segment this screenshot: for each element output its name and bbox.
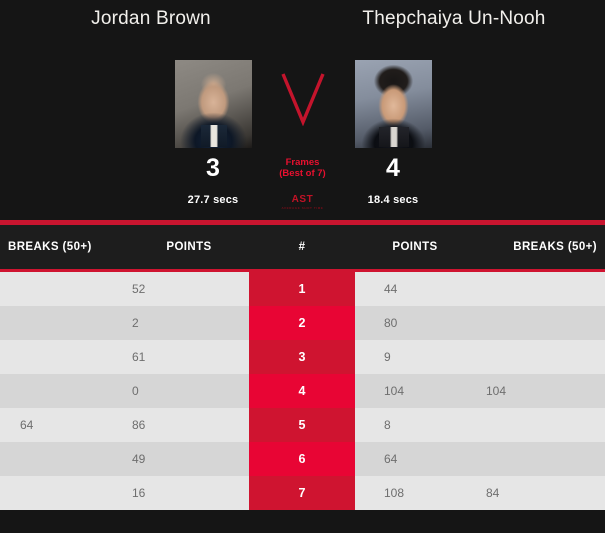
- cell-breaks-right: 104: [486, 384, 507, 398]
- cell-breaks-left: [20, 374, 130, 408]
- cell-frame-number: 6: [249, 442, 355, 476]
- cell-breaks-right: [486, 442, 591, 476]
- cell-points-right: 80: [384, 316, 398, 330]
- ast-label-text: AST: [291, 194, 314, 205]
- cell-points-right: 8: [384, 418, 391, 432]
- table-body: 52 1 44 2 2 80 61 3 9 0 4 104 104 64 86 5 8 49 6 64 16 7 108 84: [0, 272, 605, 510]
- cell-points-right: 44: [384, 282, 398, 296]
- table-header-row: BREAKS (50+) POINTS # POINTS BREAKS (50+…: [0, 225, 605, 272]
- cell-points-left: 49: [132, 452, 146, 466]
- cell-points-left: 16: [132, 486, 146, 500]
- cell-breaks-left: 64: [20, 418, 34, 432]
- column-header-frame-number: #: [298, 241, 306, 253]
- avg-shot-time-left: 27.7 secs: [187, 194, 239, 206]
- ast-sublabel-text: AVERAGE SHOT TIME: [281, 206, 324, 210]
- cell-points-left: 0: [132, 384, 139, 398]
- cell-points-left: 52: [132, 282, 146, 296]
- cell-points-right: 108: [384, 486, 405, 500]
- table-row: 61 3 9: [0, 340, 605, 374]
- cell-breaks-right: 84: [486, 486, 500, 500]
- cell-frame-number: 4: [249, 374, 355, 408]
- cell-breaks-left: [20, 442, 130, 476]
- player-name-left: Jordan Brown: [91, 8, 211, 29]
- cell-breaks-right: [486, 272, 591, 306]
- cell-breaks-left: [20, 340, 130, 374]
- cell-frame-number: 2: [249, 306, 355, 340]
- table-row: 52 1 44: [0, 272, 605, 306]
- cell-frame-number: 1: [249, 272, 355, 306]
- player-portrait-image-right: [355, 60, 432, 148]
- cell-breaks-left: [20, 306, 130, 340]
- ast-label: AST AVERAGE SHOT TIME: [253, 194, 352, 210]
- player-portrait-image-left: [175, 60, 252, 148]
- player-names: Jordan Brown Thepchaiya Un-Nooh: [0, 8, 605, 38]
- cell-breaks-left: [20, 476, 130, 510]
- player-photo-left[interactable]: [175, 60, 252, 148]
- column-header-breaks-left: BREAKS (50+): [8, 241, 92, 253]
- versus-icon: [253, 70, 352, 128]
- cell-points-right: 9: [384, 350, 391, 364]
- cell-points-left: 2: [132, 316, 139, 330]
- cell-points-right: 64: [384, 452, 398, 466]
- table-row: 16 7 108 84: [0, 476, 605, 510]
- column-header-points-left: POINTS: [166, 241, 212, 253]
- cell-points-right: 104: [384, 384, 405, 398]
- cell-breaks-left: [20, 272, 130, 306]
- player-name-right: Thepchaiya Un-Nooh: [362, 8, 546, 29]
- column-header-breaks-right: BREAKS (50+): [513, 241, 597, 253]
- frames-label-line1: Frames: [285, 157, 320, 168]
- table-row: 2 2 80: [0, 306, 605, 340]
- cell-breaks-right: [486, 306, 591, 340]
- avg-shot-time-right: 18.4 secs: [367, 194, 419, 206]
- cell-frame-number: 7: [249, 476, 355, 510]
- frames-label-line2: (Best of 7): [279, 168, 326, 179]
- frames-table: BREAKS (50+) POINTS # POINTS BREAKS (50+…: [0, 225, 605, 510]
- player-score-right: 4: [386, 154, 400, 182]
- table-row: 0 4 104 104: [0, 374, 605, 408]
- cell-points-left: 86: [132, 418, 146, 432]
- table-row: 49 6 64: [0, 442, 605, 476]
- column-header-points-right: POINTS: [392, 241, 438, 253]
- cell-frame-number: 3: [249, 340, 355, 374]
- cell-points-left: 61: [132, 350, 146, 364]
- match-header: Jordan Brown Thepchaiya Un-Nooh 3 4 Fram…: [0, 0, 605, 225]
- table-row: 64 86 5 8: [0, 408, 605, 442]
- frames-label: Frames (Best of 7): [253, 157, 352, 179]
- cell-frame-number: 5: [249, 408, 355, 442]
- player-score-left: 3: [206, 154, 220, 182]
- cell-breaks-right: [486, 408, 591, 442]
- header-divider: [0, 220, 605, 225]
- player-photo-right[interactable]: [355, 60, 432, 148]
- cell-breaks-right: [486, 340, 591, 374]
